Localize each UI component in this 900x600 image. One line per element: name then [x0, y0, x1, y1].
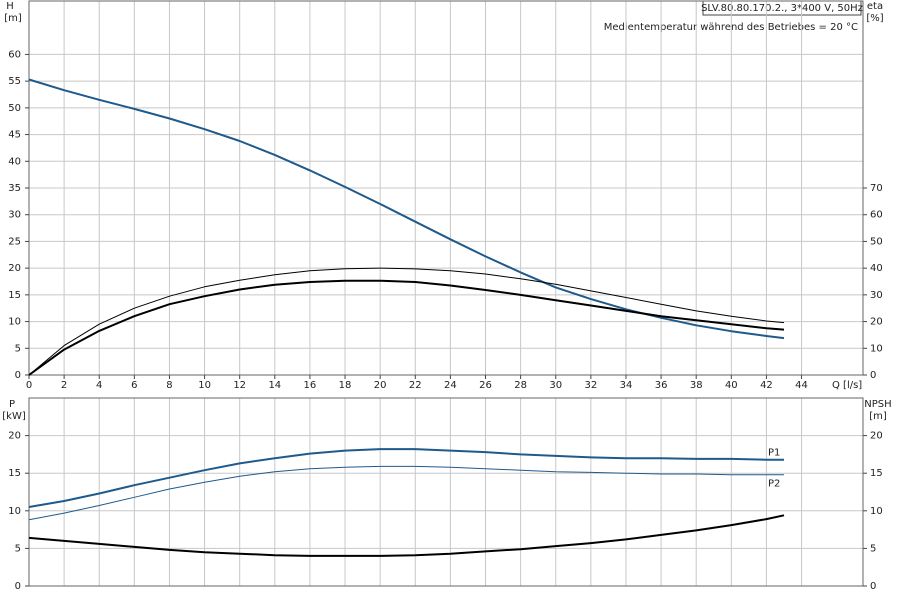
y-axis-unit: [kW] — [2, 411, 26, 422]
y-tick-label: 5 — [15, 543, 21, 554]
x-tick-label: 34 — [620, 380, 633, 391]
curve — [28, 267, 785, 376]
y-tick-label: 0 — [15, 581, 21, 592]
y2-tick-label: 0 — [870, 581, 876, 592]
x-tick-label: 12 — [233, 380, 246, 391]
series-label: P1 — [768, 448, 780, 459]
curve — [28, 279, 785, 376]
series-label: P2 — [768, 479, 780, 490]
x-tick-label: 36 — [655, 380, 668, 391]
y2-tick-label: 50 — [870, 236, 883, 247]
y2-axis-label: eta — [867, 1, 883, 12]
x-tick-label: 28 — [514, 380, 527, 391]
y-tick-label: 10 — [8, 317, 21, 328]
y2-tick-label: 30 — [870, 290, 883, 301]
y2-tick-label: 10 — [870, 343, 883, 354]
y2-axis-unit: [%] — [866, 13, 883, 24]
y-tick-label: 20 — [8, 263, 21, 274]
x-tick-label: 38 — [690, 380, 703, 391]
x-tick-label: 44 — [795, 380, 808, 391]
y-axis-label: H — [6, 1, 14, 12]
y2-tick-label: 40 — [870, 263, 883, 274]
y2-tick-label: 60 — [870, 210, 883, 221]
y-tick-label: 40 — [8, 156, 21, 167]
y-tick-label: 60 — [8, 49, 21, 60]
x-axis-label: Q [l/s] — [832, 380, 862, 391]
y2-tick-label: 20 — [870, 431, 883, 442]
curve — [28, 78, 785, 340]
y-tick-label: 15 — [8, 290, 21, 301]
y2-tick-label: 15 — [870, 468, 883, 479]
y-tick-label: 30 — [8, 210, 21, 221]
x-tick-label: 26 — [479, 380, 492, 391]
curve — [28, 448, 784, 508]
y2-tick-label: 0 — [870, 370, 876, 381]
plot-frame — [28, 397, 864, 587]
x-tick-label: 14 — [268, 380, 281, 391]
x-tick-label: 22 — [409, 380, 422, 391]
x-tick-label: 40 — [725, 380, 738, 391]
x-tick-label: 42 — [760, 380, 773, 391]
y-axis-unit: [m] — [4, 13, 22, 24]
x-tick-label: 8 — [166, 380, 172, 391]
y2-axis-label: NPSH — [864, 399, 891, 410]
y2-tick-label: 5 — [870, 543, 876, 554]
chart-title: SLV.80.80.170.2., 3*400 V, 50Hz — [701, 3, 863, 14]
x-tick-label: 24 — [444, 380, 457, 391]
y-tick-label: 35 — [8, 183, 21, 194]
x-tick-label: 4 — [96, 380, 102, 391]
y2-axis-unit: [m] — [869, 411, 887, 422]
y-tick-label: 20 — [8, 431, 21, 442]
x-tick-label: 32 — [584, 380, 597, 391]
x-tick-label: 20 — [374, 380, 387, 391]
curve — [28, 514, 785, 557]
y-tick-label: 0 — [15, 370, 21, 381]
y-tick-label: 5 — [15, 343, 21, 354]
y2-tick-label: 10 — [870, 506, 883, 517]
y-tick-label: 55 — [8, 76, 21, 87]
x-tick-label: 18 — [339, 380, 352, 391]
y2-tick-label: 20 — [870, 317, 883, 328]
x-tick-label: 6 — [131, 380, 137, 391]
y2-tick-label: 70 — [870, 183, 883, 194]
y-tick-label: 45 — [8, 130, 21, 141]
y-tick-label: 10 — [8, 506, 21, 517]
y-tick-label: 25 — [8, 236, 21, 247]
x-tick-label: 2 — [61, 380, 67, 391]
curve — [28, 465, 784, 521]
x-tick-label: 10 — [198, 380, 211, 391]
x-tick-label: 16 — [304, 380, 317, 391]
y-axis-label: P — [9, 399, 15, 410]
y-tick-label: 50 — [8, 103, 21, 114]
x-tick-label: 0 — [26, 380, 32, 391]
y-tick-label: 15 — [8, 468, 21, 479]
x-tick-label: 30 — [549, 380, 562, 391]
